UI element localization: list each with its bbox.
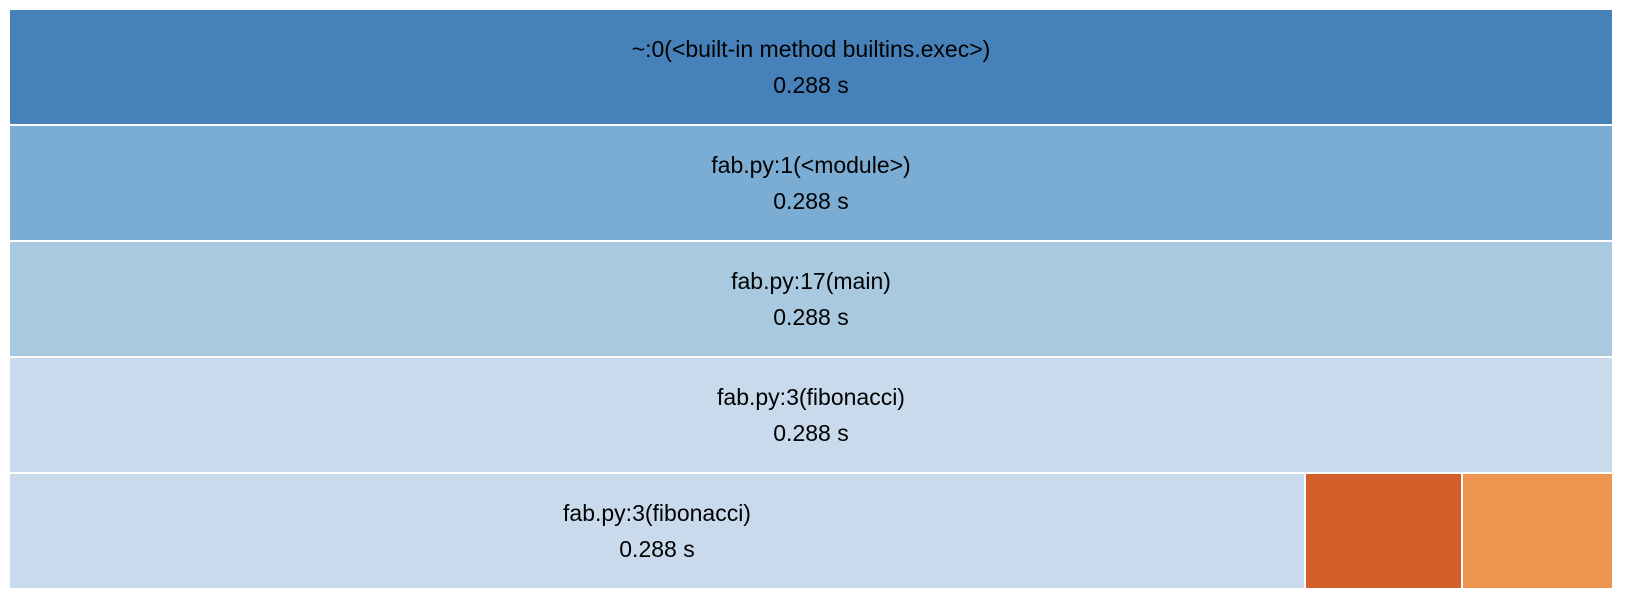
function-label: ~:0(<built-in method builtins.exec>) (631, 36, 991, 62)
function-block[interactable]: fab.py:3(fibonacci) 0.288 s (10, 474, 1304, 588)
function-time: 0.288 s (773, 304, 849, 330)
function-time: 0.288 s (773, 188, 849, 214)
function-block[interactable]: fab.py:1(<module>) 0.288 s (10, 126, 1612, 240)
function-block[interactable]: ~:0(<built-in method builtins.exec>) 0.2… (10, 10, 1612, 124)
function-block[interactable]: fab.py:17(main) 0.288 s (10, 242, 1612, 356)
function-block[interactable] (1463, 474, 1612, 588)
function-label: fab.py:3(fibonacci) (717, 384, 905, 410)
function-time: 0.288 s (773, 420, 849, 446)
function-label: fab.py:17(main) (731, 268, 891, 294)
function-label: fab.py:1(<module>) (711, 152, 911, 178)
function-block[interactable]: fab.py:3(fibonacci) 0.288 s (10, 358, 1612, 472)
function-time: 0.288 s (773, 72, 849, 98)
function-block[interactable] (1306, 474, 1461, 588)
function-label: fab.py:3(fibonacci) (563, 500, 751, 526)
function-time: 0.288 s (619, 536, 695, 562)
